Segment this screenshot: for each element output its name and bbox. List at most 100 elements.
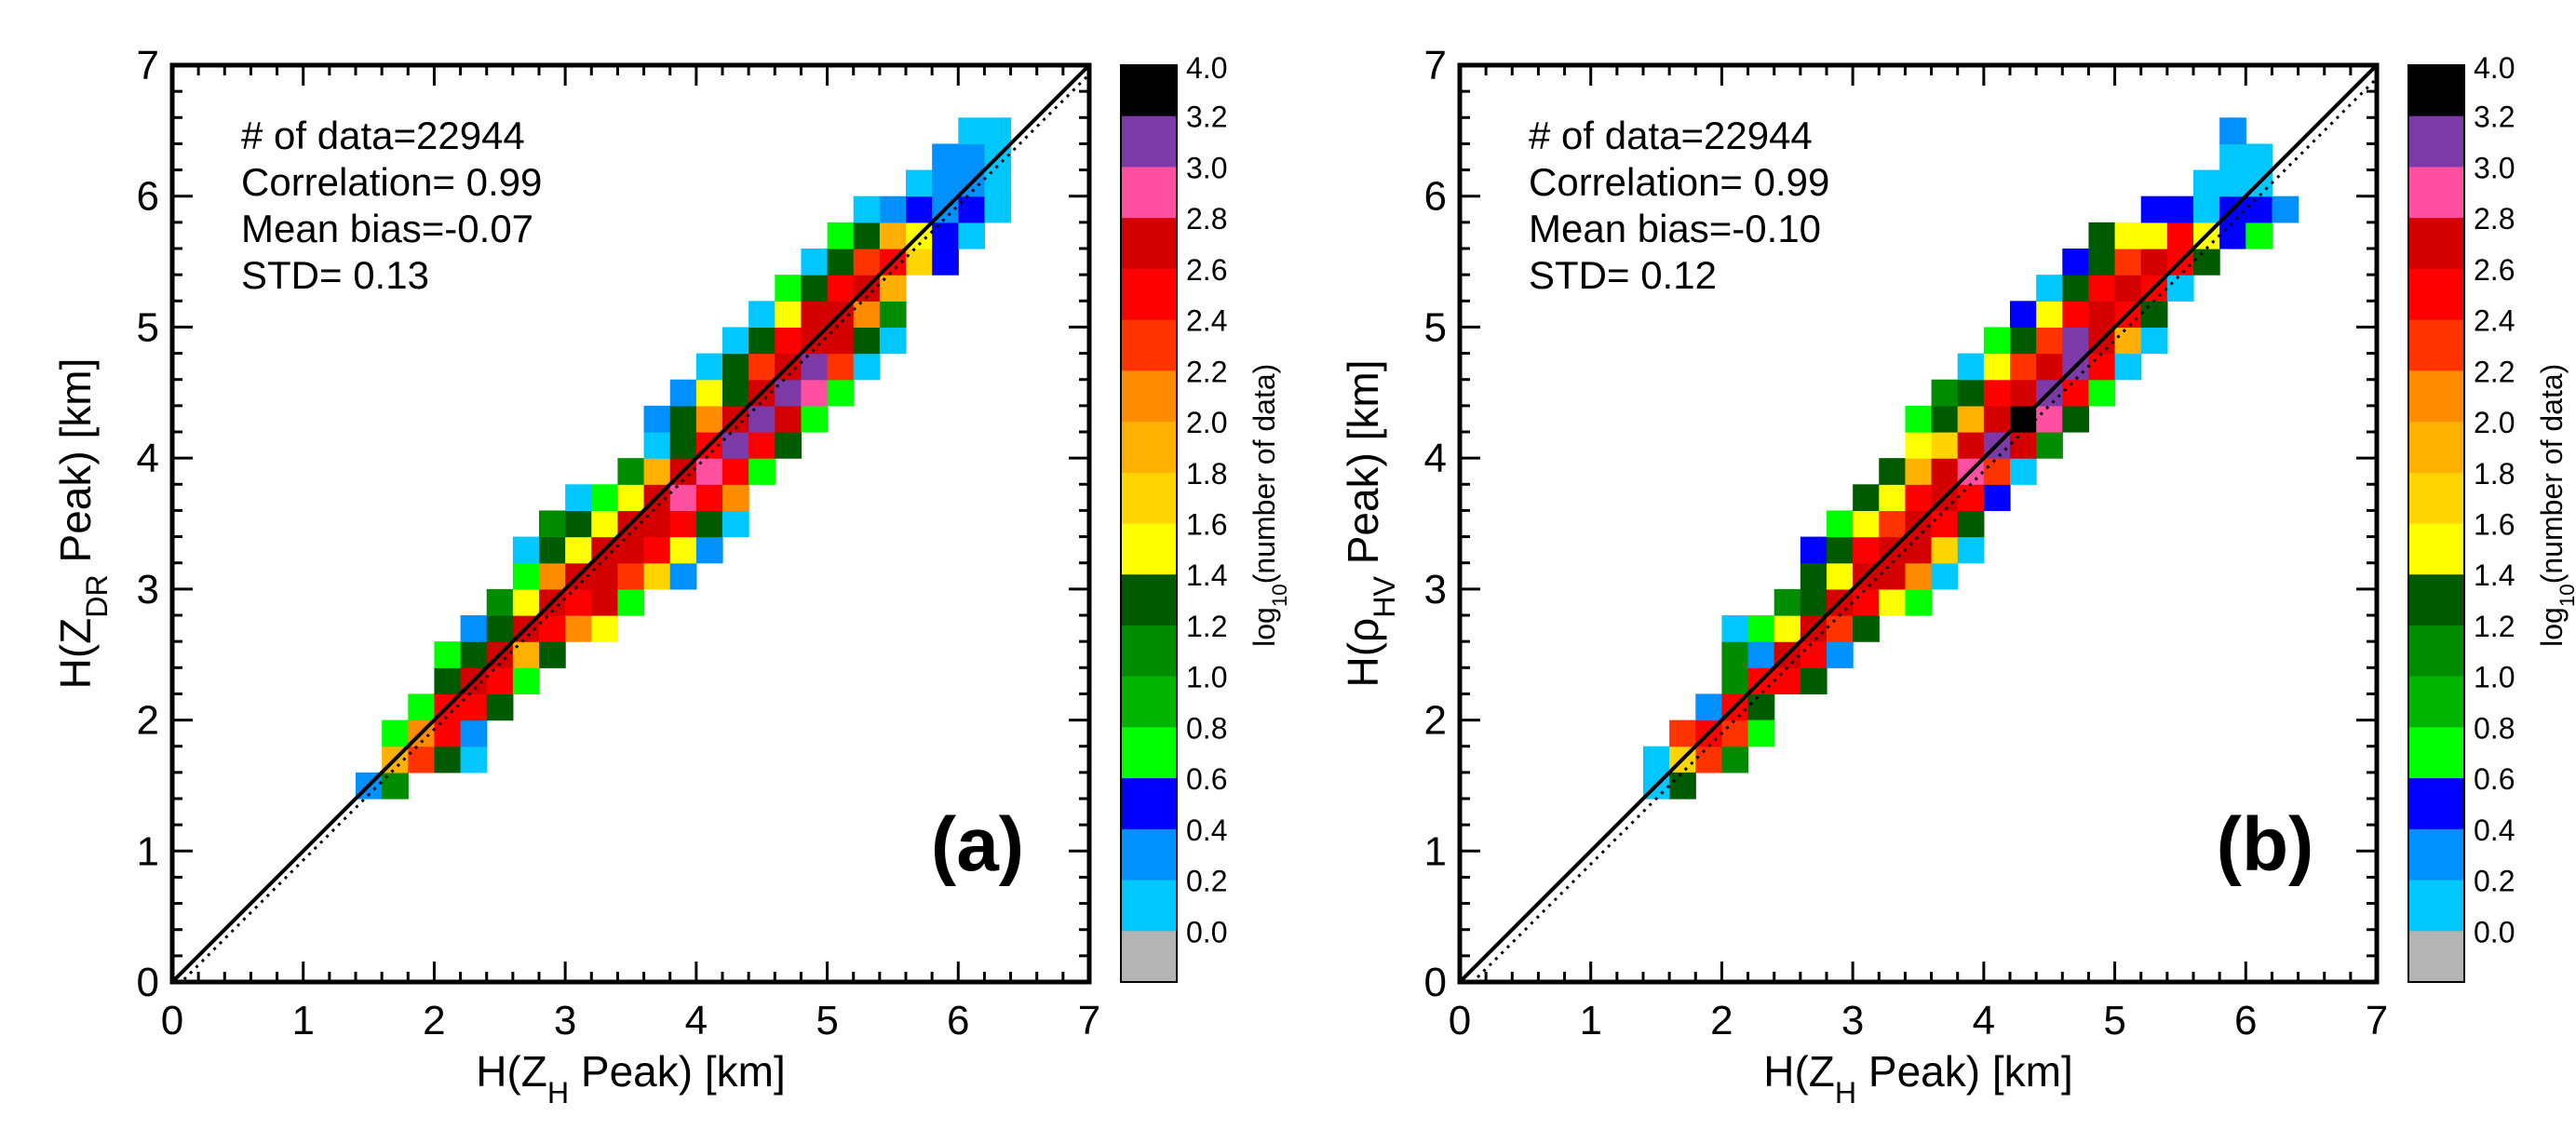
y-tick-label: 7 xyxy=(1424,43,1447,88)
colorbar-tick-label: 1.0 xyxy=(2474,661,2515,694)
panel-a: 0 1 2 3 4 5 6 7 0 1 2 3 4 5 6 7 H(ZH Peak) [km] H(ZDR Pea… xyxy=(51,43,1288,1110)
heatmap-cell xyxy=(2088,222,2116,249)
stats-line: STD= 0.12 xyxy=(1529,253,1717,297)
heatmap-cell xyxy=(2036,353,2063,381)
heatmap-cell xyxy=(512,667,540,695)
heatmap-cell xyxy=(906,195,933,223)
heatmap-cell xyxy=(1879,484,1907,512)
x-tick-label: 1 xyxy=(291,998,314,1043)
heatmap-cell xyxy=(539,562,566,590)
heatmap-cell xyxy=(775,301,802,329)
heatmap-cell xyxy=(1643,746,1670,774)
heatmap-cell xyxy=(2246,222,2273,249)
colorbar-tick-label: 0.4 xyxy=(2474,814,2515,847)
x-tick-label: 2 xyxy=(1710,998,1733,1043)
colorbar-tick-label: 0.2 xyxy=(1186,865,1227,898)
y-tick-label: 4 xyxy=(1424,436,1447,481)
colorbar-swatch xyxy=(1121,931,1177,983)
colorbar-swatch xyxy=(1121,574,1177,626)
heatmap-cell xyxy=(1983,353,2011,381)
heatmap-cell xyxy=(932,143,959,171)
stats-line: Correlation= 0.99 xyxy=(1529,160,1829,204)
heatmap-cell xyxy=(801,353,829,381)
heatmap-cell xyxy=(2193,169,2220,197)
heatmap-cell xyxy=(1879,588,1907,616)
heatmap-cell xyxy=(1853,484,1880,512)
colorbar-tick-label: 0.2 xyxy=(2474,865,2515,898)
y-tick-label: 5 xyxy=(1424,304,1447,350)
heatmap-cell xyxy=(539,615,566,642)
heatmap-cell xyxy=(2062,249,2090,276)
heatmap-cell xyxy=(827,379,855,407)
heatmap-cell xyxy=(2062,327,2090,355)
heatmap-cell xyxy=(2193,195,2220,223)
heatmap-cell xyxy=(539,641,566,668)
x-tick-label: 3 xyxy=(1841,998,1864,1043)
heatmap-cells xyxy=(356,117,1012,800)
heatmap-cell xyxy=(1721,615,1749,642)
colorbar-swatch xyxy=(1121,523,1177,575)
stats-line: Correlation= 0.99 xyxy=(241,160,542,204)
heatmap-cell xyxy=(1721,720,1749,747)
heatmap-cell xyxy=(486,667,514,695)
heatmap-cell xyxy=(1853,588,1880,616)
colorbar-tick-label: 2.8 xyxy=(2474,202,2515,235)
colorbar-tick-label: 1.2 xyxy=(1186,610,1227,643)
heatmap-cell xyxy=(879,195,907,223)
heatmap-cell xyxy=(1957,432,1985,459)
y-tick-label: 5 xyxy=(137,304,159,350)
heatmap-cell xyxy=(1983,458,2011,485)
colorbar-tick-label: 0.4 xyxy=(1186,814,1227,847)
heatmap-cell xyxy=(722,484,749,512)
colorbar-swatch xyxy=(2408,828,2464,881)
heatmap-cell xyxy=(722,510,749,538)
colorbar-swatch xyxy=(2408,65,2464,117)
heatmap-cell xyxy=(749,458,775,485)
heatmap-cell xyxy=(853,195,881,223)
colorbar-swatch xyxy=(1121,778,1177,830)
heatmap-cell xyxy=(512,536,540,564)
heatmap-cell xyxy=(879,222,907,249)
y-tick-label: 1 xyxy=(1424,828,1447,874)
stats-line: Mean bias=-0.10 xyxy=(1529,207,1821,250)
heatmap-cell xyxy=(2114,249,2142,276)
colorbar-swatch xyxy=(1121,115,1177,168)
heatmap-cell xyxy=(2010,301,2037,329)
heatmap-cell xyxy=(1931,510,1959,538)
colorbar-swatch xyxy=(1121,422,1177,474)
x-tick-label: 0 xyxy=(161,998,183,1043)
heatmap-cell xyxy=(2246,143,2273,171)
x-tick-label: 4 xyxy=(1973,998,1995,1043)
heatmap-cell xyxy=(1905,588,1933,616)
x-tick-label: 1 xyxy=(1579,998,1601,1043)
colorbar-swatch xyxy=(1121,65,1177,117)
heatmap-cell xyxy=(1983,484,2011,512)
heatmap-cell xyxy=(591,615,619,642)
colorbar-swatch xyxy=(1121,880,1177,932)
heatmap-cell xyxy=(434,641,462,668)
heatmap-cell xyxy=(565,536,592,564)
heatmap-cell xyxy=(2219,117,2246,145)
heatmap-cell xyxy=(1827,536,1854,564)
heatmap-cell xyxy=(669,484,697,512)
heatmap-cell xyxy=(669,536,697,564)
heatmap-cell xyxy=(2246,195,2273,223)
heatmap-a: 0 1 2 3 4 5 6 7 0 1 2 3 4 5 6 7 H(ZH Peak) [km] H(ZDR Pea… xyxy=(51,43,1288,1110)
colorbar-swatch xyxy=(2408,931,2464,983)
heatmap-cell xyxy=(2193,249,2220,276)
heatmap-cell xyxy=(2219,222,2246,249)
colorbar-swatch xyxy=(1121,370,1177,423)
heatmap-cell xyxy=(2010,327,2037,355)
heatmap-cell xyxy=(1853,510,1880,538)
heatmap-cell xyxy=(2088,301,2116,329)
x-tick-label: 0 xyxy=(1449,998,1471,1043)
heatmap-cell xyxy=(827,275,855,302)
panel-label: (a) xyxy=(931,802,1024,887)
heatmap-cell xyxy=(565,510,592,538)
heatmap-cell xyxy=(2114,353,2142,381)
heatmap-cell xyxy=(1879,458,1907,485)
heatmap-cell xyxy=(2088,353,2116,381)
heatmap-cell xyxy=(669,379,697,407)
heatmap-cell xyxy=(434,667,462,695)
